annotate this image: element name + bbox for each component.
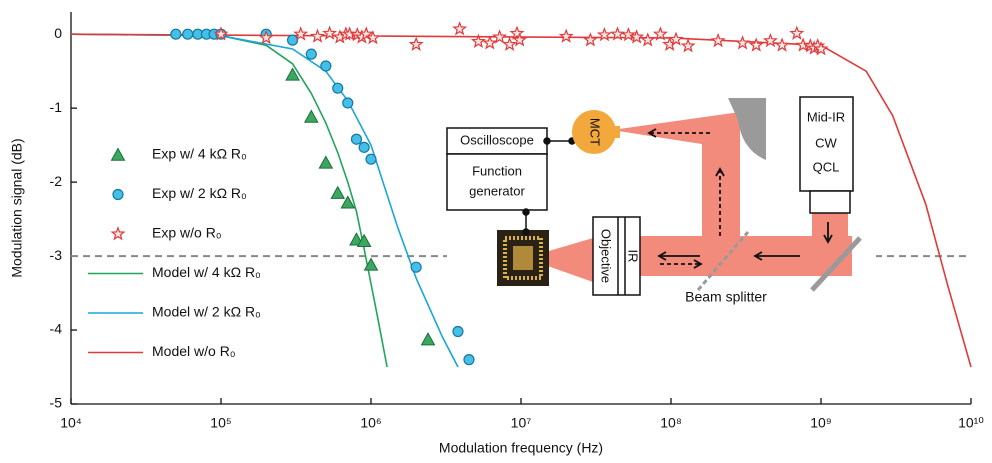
laser-label: QCL	[813, 159, 840, 174]
objective-label: IR	[626, 250, 641, 263]
legend-label: Exp w/ 4 kΩ R₀	[152, 146, 247, 162]
circle-marker	[321, 61, 331, 71]
triangle-marker	[422, 333, 435, 345]
star-marker	[776, 39, 788, 50]
laser-label: CW	[815, 135, 837, 150]
chip-die	[513, 246, 533, 270]
triangle-marker	[331, 187, 344, 199]
circle-marker	[464, 355, 474, 365]
star-marker	[312, 30, 324, 41]
x-tick-label: 10¹⁰	[958, 415, 984, 431]
generator-label: generator	[469, 183, 525, 198]
star-marker	[585, 34, 597, 45]
star-marker	[504, 38, 516, 49]
x-tick-label: 10⁹	[810, 415, 832, 431]
y-tick-label: 0	[54, 25, 62, 41]
legend-marker	[112, 149, 125, 161]
laser-head	[810, 191, 850, 213]
beam	[612, 112, 740, 150]
legend-marker	[112, 228, 124, 239]
circle-marker	[411, 262, 421, 272]
detector-window	[614, 126, 620, 138]
star-marker	[737, 37, 749, 48]
star-marker	[454, 23, 466, 34]
legend-marker	[113, 190, 123, 200]
legend-label: Exp w/ 2 kΩ R₀	[152, 185, 247, 201]
triangle-marker	[305, 111, 318, 123]
model-line	[71, 34, 458, 367]
generator-box	[447, 154, 547, 210]
star-marker	[410, 38, 422, 49]
star-marker	[484, 37, 496, 48]
x-tick-label: 10⁷	[511, 415, 532, 431]
objective-label: Objective	[599, 229, 614, 283]
star-marker	[712, 35, 724, 46]
star-marker	[682, 40, 694, 51]
triangle-marker	[319, 156, 332, 168]
laser-label: Mid-IR	[807, 109, 845, 124]
y-tick-label: -2	[50, 173, 63, 189]
y-tick-label: -1	[50, 99, 63, 115]
x-axis-label: Modulation frequency (Hz)	[439, 440, 603, 456]
star-marker	[750, 39, 762, 50]
legend-label: Model w/o R₀	[152, 343, 236, 359]
beam-splitter-label: Beam splitter	[685, 289, 767, 305]
y-axis-label: Modulation signal (dB)	[9, 138, 25, 277]
x-tick-label: 10⁴	[60, 415, 82, 431]
star-marker	[765, 35, 777, 46]
circle-marker	[351, 134, 361, 144]
y-tick-label: -4	[50, 321, 63, 337]
star-marker	[560, 30, 572, 41]
circle-marker	[288, 35, 298, 45]
circle-marker	[183, 29, 193, 39]
star-marker	[642, 34, 654, 45]
circle-marker	[171, 29, 181, 39]
setup-diagram: Mid-IR CW QCL IR Objective Oscilloscope …	[447, 97, 876, 305]
x-tick-label: 10⁵	[210, 415, 231, 431]
circle-marker	[306, 49, 316, 59]
star-marker	[791, 27, 803, 38]
detector-label: MCT	[588, 118, 603, 146]
legend-label: Model w/ 4 kΩ R₀	[152, 264, 261, 280]
legend-label: Model w/ 2 kΩ R₀	[152, 304, 261, 320]
y-tick-label: -3	[50, 247, 63, 263]
circle-marker	[359, 142, 369, 152]
x-tick-label: 10⁶	[360, 415, 381, 431]
legend-label: Exp w/o R₀	[152, 225, 222, 241]
circle-marker	[366, 154, 376, 164]
chart: 0 -1 -2 -3 -4 -5 10⁴ 10⁵ 10⁶ 10⁷ 10⁸ 10⁹ 10¹⁰ Exp w/ …	[0, 0, 992, 463]
oscilloscope-label: Oscilloscope	[460, 132, 534, 147]
generator-label: Function	[472, 163, 522, 178]
x-tick-label: 10⁸	[660, 415, 682, 431]
circle-marker	[333, 83, 343, 93]
circle-marker	[453, 327, 463, 337]
star-marker	[324, 27, 336, 38]
circle-marker	[343, 98, 353, 108]
y-tick-label: -5	[50, 395, 63, 411]
